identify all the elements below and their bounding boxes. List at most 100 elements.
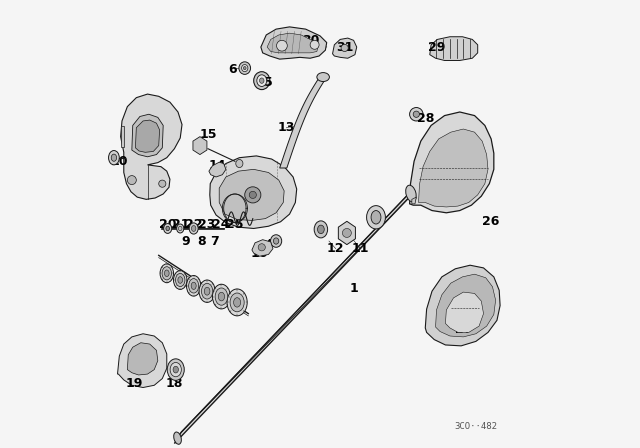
Polygon shape — [193, 137, 207, 155]
Ellipse shape — [166, 226, 170, 231]
Polygon shape — [333, 38, 356, 58]
Ellipse shape — [242, 65, 248, 72]
Ellipse shape — [173, 432, 181, 444]
Polygon shape — [267, 33, 318, 53]
Polygon shape — [280, 78, 326, 168]
Ellipse shape — [178, 277, 182, 283]
Polygon shape — [252, 240, 273, 256]
Ellipse shape — [234, 298, 241, 307]
Ellipse shape — [257, 75, 267, 86]
Ellipse shape — [204, 287, 210, 295]
Text: 7: 7 — [211, 235, 219, 249]
Text: 5: 5 — [264, 76, 273, 90]
Ellipse shape — [189, 279, 198, 293]
Ellipse shape — [186, 276, 201, 296]
Text: 16: 16 — [251, 246, 268, 260]
Text: 3: 3 — [143, 130, 152, 143]
Ellipse shape — [260, 78, 264, 83]
Ellipse shape — [202, 284, 212, 299]
Ellipse shape — [164, 224, 172, 233]
Ellipse shape — [179, 226, 182, 231]
Circle shape — [244, 187, 261, 203]
Polygon shape — [121, 94, 182, 199]
Circle shape — [276, 40, 287, 51]
Ellipse shape — [367, 206, 385, 229]
Text: 25: 25 — [226, 217, 244, 231]
Text: 22: 22 — [185, 217, 202, 231]
Text: 9: 9 — [181, 235, 190, 249]
Ellipse shape — [314, 221, 328, 238]
Polygon shape — [127, 343, 158, 375]
Text: 4: 4 — [264, 237, 273, 251]
Text: 14: 14 — [208, 159, 226, 172]
Text: 20: 20 — [159, 217, 177, 231]
Ellipse shape — [160, 264, 173, 283]
Ellipse shape — [162, 267, 172, 280]
Text: 8: 8 — [197, 235, 205, 249]
Ellipse shape — [317, 73, 330, 82]
Text: 6: 6 — [228, 63, 237, 76]
Polygon shape — [419, 129, 488, 207]
Ellipse shape — [109, 151, 119, 165]
Ellipse shape — [215, 288, 228, 305]
Ellipse shape — [227, 289, 247, 316]
Ellipse shape — [173, 271, 187, 289]
Ellipse shape — [164, 270, 169, 276]
Ellipse shape — [111, 154, 116, 161]
Circle shape — [342, 228, 351, 237]
Polygon shape — [220, 169, 284, 220]
Text: 17: 17 — [226, 202, 244, 215]
Circle shape — [127, 176, 136, 185]
Text: 2: 2 — [246, 202, 255, 215]
Text: 27: 27 — [454, 323, 472, 336]
Polygon shape — [430, 37, 477, 60]
Ellipse shape — [230, 293, 244, 312]
Ellipse shape — [218, 292, 225, 301]
Text: 13: 13 — [278, 121, 295, 134]
Text: 18: 18 — [166, 376, 183, 390]
Ellipse shape — [243, 67, 246, 69]
Circle shape — [341, 44, 348, 52]
Circle shape — [413, 111, 419, 117]
Polygon shape — [412, 197, 417, 204]
Circle shape — [159, 180, 166, 187]
Text: 23: 23 — [198, 217, 216, 231]
Ellipse shape — [177, 224, 184, 233]
Polygon shape — [210, 156, 297, 228]
Polygon shape — [174, 188, 414, 444]
Text: 30: 30 — [302, 34, 320, 47]
Ellipse shape — [236, 159, 243, 168]
Text: 19: 19 — [125, 376, 143, 390]
Ellipse shape — [173, 366, 179, 373]
Polygon shape — [425, 265, 500, 346]
Text: 24: 24 — [212, 217, 229, 231]
Ellipse shape — [175, 273, 185, 287]
Text: 10: 10 — [111, 155, 128, 168]
Text: 11: 11 — [351, 242, 369, 255]
Ellipse shape — [199, 280, 215, 302]
Polygon shape — [445, 292, 484, 332]
Text: 1: 1 — [349, 282, 358, 296]
Polygon shape — [436, 274, 495, 337]
Text: 12: 12 — [327, 242, 344, 255]
Circle shape — [410, 108, 423, 121]
Polygon shape — [261, 27, 327, 59]
Polygon shape — [339, 221, 355, 245]
Text: 28: 28 — [417, 112, 434, 125]
Ellipse shape — [189, 223, 198, 234]
Text: 15: 15 — [199, 128, 217, 141]
Ellipse shape — [167, 359, 184, 380]
Polygon shape — [118, 334, 167, 388]
Polygon shape — [209, 162, 226, 177]
Text: 21: 21 — [172, 217, 190, 231]
Polygon shape — [132, 114, 163, 157]
Polygon shape — [121, 126, 124, 147]
Ellipse shape — [212, 284, 230, 309]
Text: 26: 26 — [481, 215, 499, 228]
Ellipse shape — [406, 185, 416, 202]
Polygon shape — [410, 112, 494, 213]
Ellipse shape — [271, 235, 282, 247]
Text: 31: 31 — [336, 40, 353, 54]
Ellipse shape — [317, 225, 324, 234]
Polygon shape — [136, 120, 159, 152]
